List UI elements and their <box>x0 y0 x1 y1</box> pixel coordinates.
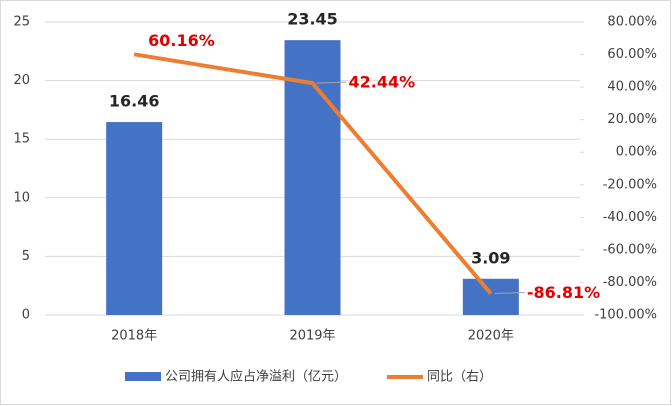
x-tick-label: 2019年 <box>289 329 335 344</box>
legend-label: 公司拥有人应占净溢利（亿元） <box>165 369 347 385</box>
line-value-label: -86.81% <box>527 283 600 302</box>
leader-line <box>494 292 525 295</box>
y2-tick-label: 60.00% <box>607 47 657 62</box>
y2-tick-label: 0.00% <box>616 145 657 160</box>
bar-value-label: 3.09 <box>471 248 510 267</box>
y2-tick-label: -20.00% <box>603 177 657 192</box>
y2-tick-label: -80.00% <box>603 275 657 290</box>
y-tick-label: 5 <box>22 249 30 264</box>
y-tick-label: 10 <box>13 190 30 205</box>
y-tick-label: 15 <box>13 132 30 147</box>
y2-tick-label: 40.00% <box>607 80 657 95</box>
line-value-label: 42.44% <box>349 73 416 92</box>
leader-line <box>316 81 347 84</box>
legend-label: 同比（右） <box>427 370 492 385</box>
y-tick-label: 0 <box>22 308 30 323</box>
y2-tick-label: 80.00% <box>607 15 657 30</box>
bar-value-label: 23.45 <box>287 10 338 29</box>
bar <box>462 278 519 315</box>
y2-tick-label: -100.00% <box>594 308 657 323</box>
y2-tick-label: -40.00% <box>603 210 657 225</box>
y2-tick-label: 20.00% <box>607 112 657 127</box>
bar-value-label: 16.46 <box>109 92 160 111</box>
line-value-label: 60.16% <box>148 31 215 50</box>
bar <box>106 122 163 315</box>
y-tick-label: 25 <box>13 15 30 30</box>
legend-swatch <box>125 372 161 381</box>
y2-tick-label: -60.00% <box>603 242 657 257</box>
x-tick-label: 2018年 <box>111 329 157 344</box>
line <box>133 52 493 295</box>
x-tick-label: 2020年 <box>468 329 514 344</box>
y-tick-label: 20 <box>13 73 30 88</box>
